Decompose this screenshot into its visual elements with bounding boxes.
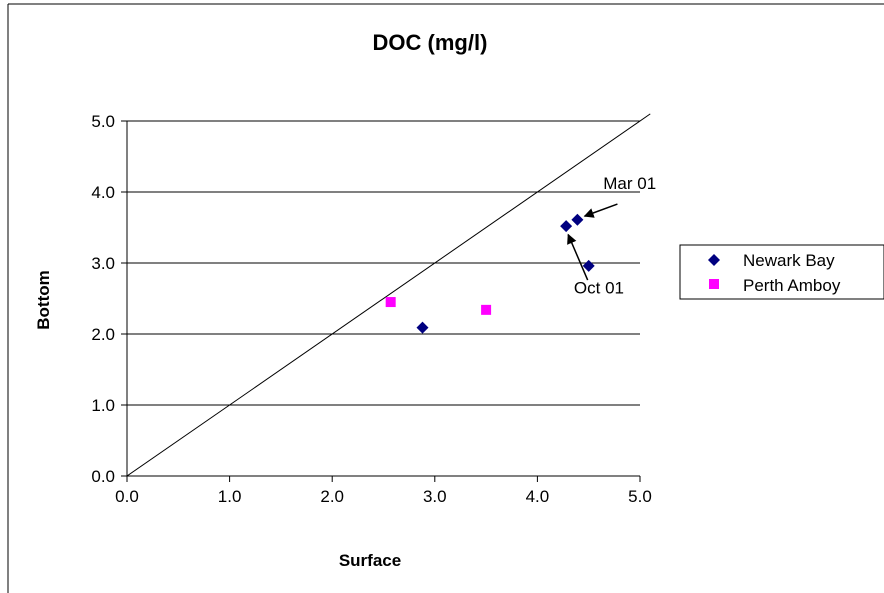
point-perth-amboy-1	[481, 304, 492, 315]
y-axis-title: Bottom	[34, 270, 53, 329]
plot-area: 0.0 1.0 2.0 3.0 4.0 5.0 0.0 1.0 2.0 3.0 4.0 5.0 Mar …	[91, 112, 656, 506]
x-tick-label-2: 2.0	[320, 487, 344, 506]
legend-marker-perth-amboy	[709, 279, 719, 289]
point-newark-bay-2	[571, 213, 584, 226]
annotation-label-oct-01: Oct 01	[574, 279, 624, 298]
x-tick-label-0: 0.0	[115, 487, 139, 506]
point-perth-amboy-0	[385, 297, 396, 308]
legend: Newark Bay Perth Amboy	[679, 244, 884, 300]
legend-label-newark-bay: Newark Bay	[743, 251, 835, 270]
point-newark-bay-1	[560, 220, 573, 233]
x-axis-title: Surface	[339, 551, 401, 570]
y-tick-label-2: 2.0	[91, 325, 115, 344]
x-tick-label-4: 4.0	[526, 487, 550, 506]
x-tick-label-3: 3.0	[423, 487, 447, 506]
y-tick-label-3: 3.0	[91, 254, 115, 273]
point-newark-bay-3	[582, 259, 595, 272]
y-tick-label-0: 0.0	[91, 467, 115, 486]
y-tick-label-4: 4.0	[91, 183, 115, 202]
annotation-arrow-mar-01	[583, 203, 618, 218]
one-to-one-line	[126, 113, 651, 477]
x-tick-label-1: 1.0	[218, 487, 242, 506]
y-tick-label-1: 1.0	[91, 396, 115, 415]
x-tick-label-5: 5.0	[628, 487, 652, 506]
chart-title: DOC (mg/l)	[373, 30, 488, 55]
y-tick-label-5: 5.0	[91, 112, 115, 131]
legend-label-perth-amboy: Perth Amboy	[743, 276, 841, 295]
annotation-label-mar-01: Mar 01	[603, 174, 656, 193]
annotation-arrow-oct-01	[567, 233, 589, 281]
point-newark-bay-0	[416, 321, 429, 334]
legend-marker-newark-bay	[708, 254, 720, 266]
